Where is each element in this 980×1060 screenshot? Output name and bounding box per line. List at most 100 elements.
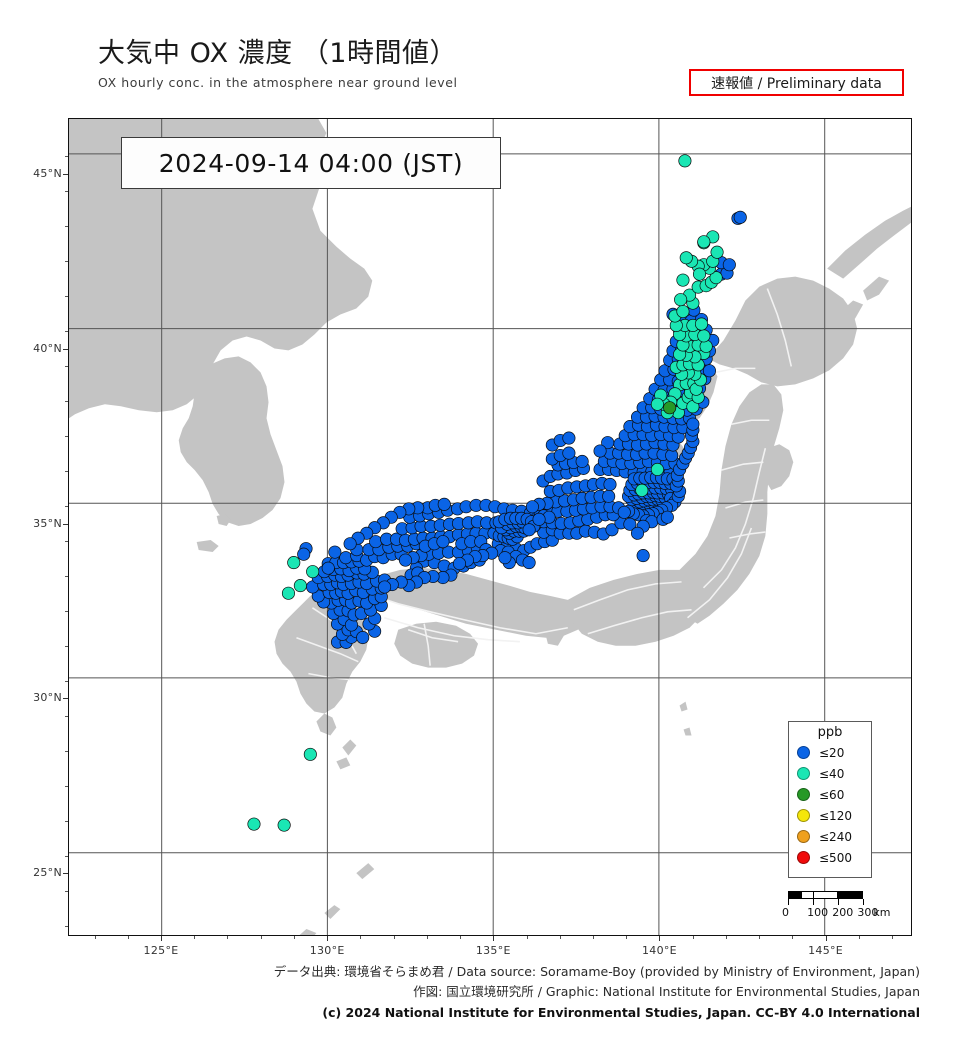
station-marker [617, 505, 631, 519]
station-marker [630, 526, 645, 540]
longitude-minor-tick [127, 936, 129, 939]
station-marker [339, 551, 353, 565]
longitude-tick-mark [493, 936, 495, 941]
station-marker [635, 483, 649, 497]
latitude-minor-tick [65, 226, 68, 228]
legend-box: ppb ≤20 ≤40 ≤60 ≤120 ≤240 ≤500 [788, 721, 872, 878]
station-marker [636, 549, 650, 563]
longitude-minor-tick [692, 936, 694, 939]
longitude-minor-tick [725, 936, 727, 939]
latitude-minor-tick [65, 575, 68, 577]
station-marker [676, 273, 690, 287]
latitude-minor-tick [65, 191, 68, 193]
latitude-tick-mark [63, 523, 68, 525]
latitude-minor-tick [65, 471, 68, 473]
station-marker-layer [247, 154, 747, 832]
izu-islands [679, 701, 688, 712]
longitude-minor-tick [393, 936, 395, 939]
preliminary-data-badge: 速報値 / Preliminary data [689, 69, 904, 96]
station-marker [522, 556, 536, 570]
title-block: 大気中 OX 濃度 （1時間値） OX hourly conc. in the … [98, 38, 458, 90]
latitude-minor-tick [65, 540, 68, 542]
longitude-minor-tick [227, 936, 229, 939]
legend-swatch-icon [797, 851, 810, 864]
station-marker [692, 267, 707, 281]
longitude-minor-tick [526, 936, 528, 939]
longitude-tick-mark [327, 936, 329, 941]
station-marker [601, 436, 615, 450]
legend-item-label: ≤20 [819, 745, 845, 760]
timestamp-box: 2024-09-14 04:00 (JST) [121, 137, 501, 189]
longitude-minor-tick [194, 936, 196, 939]
station-marker [321, 561, 335, 575]
station-marker [575, 454, 589, 468]
station-marker [697, 329, 711, 343]
scale-bar-labels: 0 100 200 300 km [782, 906, 891, 920]
okinawa-island [299, 929, 317, 935]
station-marker [602, 489, 616, 503]
latitude-tick-mark [63, 348, 68, 350]
legend-item-5: ≤240 [789, 826, 871, 847]
tohoku-east-coast-land [765, 444, 794, 491]
station-marker [702, 364, 716, 378]
station-marker [437, 497, 451, 511]
station-marker [532, 512, 546, 526]
scale-bar-tick [813, 899, 815, 905]
map-canvas[interactable]: 2024-09-14 04:00 (JST) ppb ≤20 ≤40 ≤60 ≤120… [68, 118, 912, 936]
legend-swatch-icon [797, 830, 810, 843]
latitude-tick-mark [63, 173, 68, 175]
station-marker [498, 551, 512, 565]
longitude-tick-label: 145°E [808, 944, 844, 957]
longitude-minor-tick [293, 936, 295, 939]
station-marker [722, 258, 736, 272]
legend-swatch-icon [797, 767, 810, 780]
station-marker [679, 251, 693, 265]
station-marker [281, 586, 295, 600]
scale-bar-label: 0 [782, 906, 789, 919]
scale-bar-label: 100 [807, 906, 829, 919]
latitude-tick-mark [63, 873, 68, 875]
latitude-minor-tick [65, 750, 68, 752]
longitude-minor-tick [260, 936, 262, 939]
legend-rows: ≤20 ≤40 ≤60 ≤120 ≤240 ≤500 [789, 742, 871, 868]
longitude-tick-label: 140°E [641, 944, 677, 957]
yakushima-island [336, 757, 351, 770]
honshu-central-land [565, 569, 708, 646]
station-marker [709, 271, 723, 285]
station-marker [343, 537, 357, 551]
legend-item-6: ≤500 [789, 847, 871, 868]
legend-item-label: ≤240 [819, 829, 852, 844]
latitude-minor-tick [65, 645, 68, 647]
station-marker [676, 304, 690, 319]
station-marker [277, 818, 291, 832]
station-marker [287, 556, 301, 570]
station-marker [686, 417, 700, 431]
station-marker [623, 517, 637, 531]
station-marker [522, 523, 536, 537]
legend-item-4: ≤120 [789, 805, 871, 826]
longitude-minor-tick [858, 936, 860, 939]
station-marker [293, 579, 307, 593]
kunashiri-island [837, 300, 864, 327]
honshu-kanto-tohoku-land [679, 384, 784, 624]
footer-data-source: データ出典: 環境省そらまめ君 / Data source: Soramame-… [273, 964, 920, 979]
scale-bar-ticks [788, 891, 876, 905]
scale-bar-segment [838, 891, 864, 899]
longitude-tick-label: 135°E [475, 944, 511, 957]
latitude-tick-label: 45°N [33, 166, 62, 180]
station-marker [436, 535, 450, 549]
kuril-sakhalin-land [827, 206, 911, 279]
latitude-minor-tick [65, 855, 68, 857]
station-marker [605, 523, 619, 537]
jeju-island [196, 539, 219, 552]
latitude-minor-tick [65, 506, 68, 508]
scale-bar-tick [788, 899, 789, 905]
map-svg [69, 119, 911, 935]
latitude-tick-label: 35°N [33, 516, 62, 530]
station-marker [660, 510, 674, 524]
station-marker [247, 817, 261, 831]
station-marker [303, 747, 317, 761]
footer-copyright: (c) 2024 National Institute for Environm… [322, 1004, 920, 1020]
latitude-tick-label: 25°N [33, 866, 62, 880]
tanegashima-island [342, 739, 357, 756]
